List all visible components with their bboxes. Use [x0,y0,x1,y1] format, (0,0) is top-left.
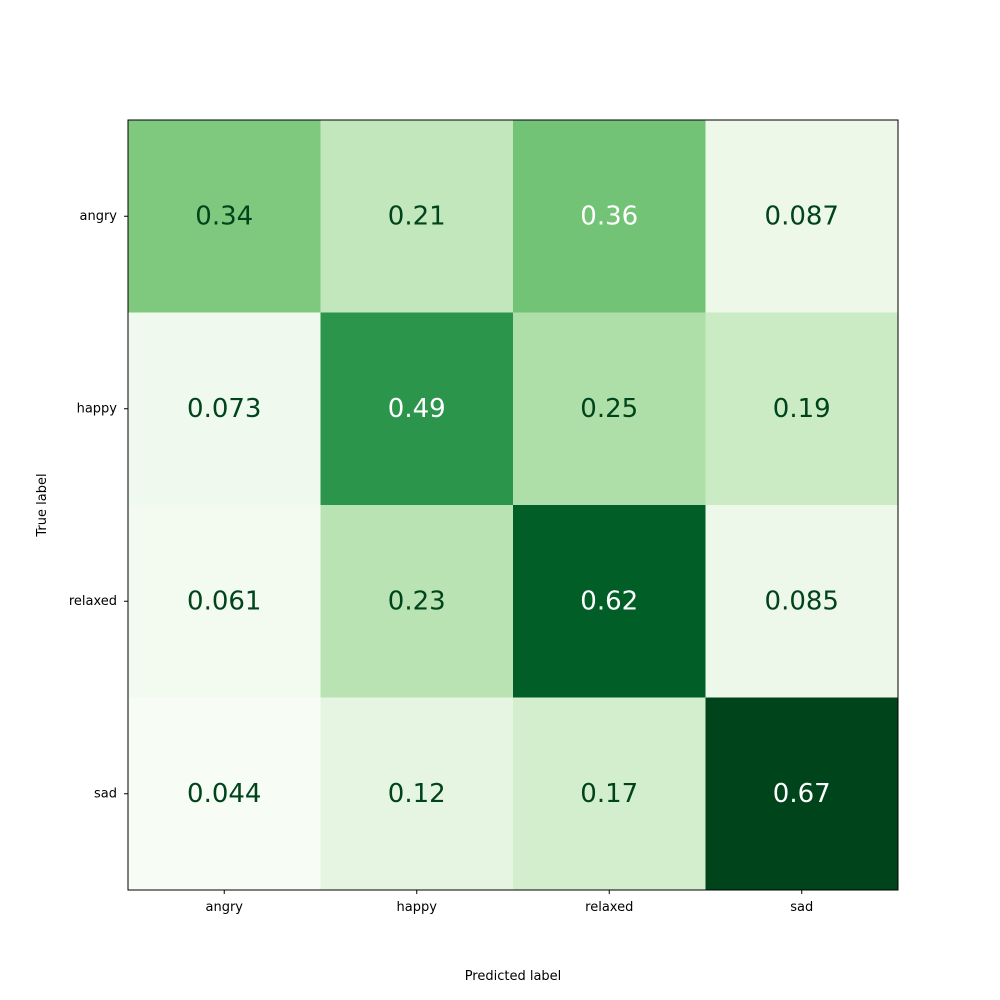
heatmap-cell-label: 0.23 [388,586,446,616]
y-axis-ticks: angry happy relaxed sad [69,209,128,801]
heatmap-cell-label: 0.62 [580,586,638,616]
heatmap-cell [320,120,514,313]
heatmap-cell [513,697,706,891]
x-tick-label: angry [206,900,244,915]
heatmap-cell-label: 0.087 [765,201,839,231]
y-axis-title: True label [35,473,50,537]
y-tick-label: relaxed [69,594,117,609]
heatmap-cell-label: 0.34 [195,201,253,231]
heatmap-cell [705,120,899,313]
heatmap-cell [128,505,321,698]
y-tick-label: sad [94,786,117,801]
heatmap-cell-label: 0.044 [187,779,261,809]
heatmap-cell-labels: 0.34 0.21 0.36 0.087 0.073 0.49 0.25 0.19 0.061 0… [187,201,839,809]
heatmap-cell [705,312,899,506]
heatmap-cell-label: 0.17 [580,779,638,809]
x-tick-label: relaxed [585,900,633,915]
heatmap-cell-label: 0.12 [388,779,446,809]
x-tick-label: sad [790,900,813,915]
heatmap-cell-label: 0.085 [765,586,839,616]
plot-frame [127,119,899,891]
y-tick-label: happy [77,401,118,416]
heatmap-cell-label: 0.061 [187,586,261,616]
heatmap-cell [705,505,899,698]
heatmap-cell-label: 0.19 [773,394,831,424]
heatmap-cell-label: 0.36 [580,201,638,231]
heatmap-cell [128,120,321,313]
heatmap-cell [128,697,321,891]
heatmap-cell-label: 0.073 [187,394,261,424]
heatmap-cell [320,697,514,891]
heatmap-cell [128,312,321,506]
x-tick-label: happy [397,900,438,915]
heatmap-cell-label: 0.25 [580,394,638,424]
heatmap-cell-label: 0.21 [388,201,446,231]
heatmap-cell [705,697,899,891]
heatmap-cell-label: 0.67 [773,779,831,809]
heatmap-cell [513,505,706,698]
heatmap-cell [513,312,706,506]
heatmap-cell-label: 0.49 [388,394,446,424]
x-axis-ticks: angry happy relaxed sad [206,890,813,915]
heatmap-cell [320,312,514,506]
heatmap-cells [128,120,899,891]
x-axis-title: Predicted label [465,969,562,984]
heatmap-cell [513,120,706,313]
y-tick-label: angry [80,209,118,224]
heatmap-cell [320,505,514,698]
